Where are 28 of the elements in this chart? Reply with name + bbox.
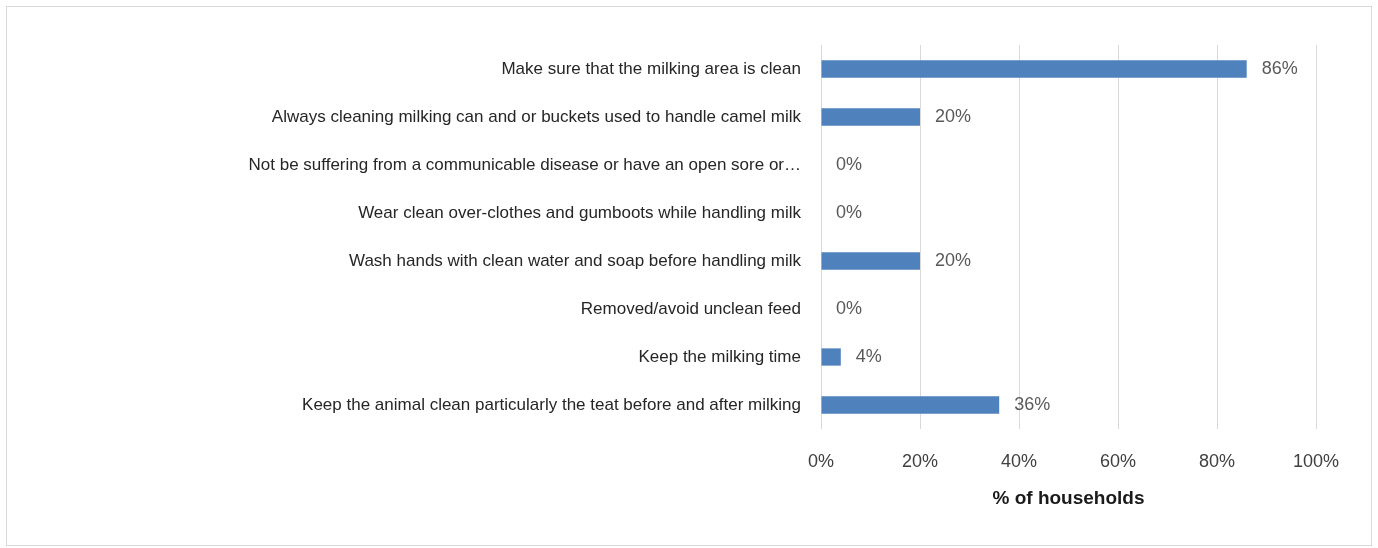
data-label: 0% <box>836 297 863 318</box>
bar <box>821 108 920 126</box>
data-label: 20% <box>935 249 972 270</box>
y-tick-label: Make sure that the milking area is clean <box>501 58 801 78</box>
bar <box>821 252 920 270</box>
y-tick-label: Wash hands with clean water and soap before handling milk <box>348 250 802 270</box>
x-tick-label: 100% <box>1292 450 1340 471</box>
data-label: 36% <box>1014 393 1051 414</box>
x-tick-label: 80% <box>1198 450 1236 471</box>
x-axis-title: % of households <box>992 486 1145 508</box>
data-label: 86% <box>1261 57 1298 78</box>
data-label: 0% <box>836 201 863 222</box>
y-tick-label: Not be suffering from a communicable disease or have an open sore or… <box>248 154 801 174</box>
y-tick-label: Always cleaning milking can and or buckets used to handle camel milk <box>271 106 802 126</box>
bar <box>821 348 841 366</box>
y-tick-label: Removed/avoid unclean feed <box>580 298 801 318</box>
data-label: 4% <box>855 345 882 366</box>
x-tick-label: 40% <box>1000 450 1038 471</box>
x-tick-label: 0% <box>807 450 835 471</box>
data-label: 0% <box>836 153 863 174</box>
y-tick-label: Keep the animal clean particularly the teat before and after milking <box>302 394 801 414</box>
data-label: 20% <box>935 105 972 126</box>
y-tick-label: Wear clean over-clothes and gumboots while handling milk <box>358 202 802 222</box>
x-tick-label: 60% <box>1099 450 1137 471</box>
bar <box>821 396 1000 414</box>
y-tick-label: Keep the milking time <box>638 346 801 366</box>
x-tick-label: 20% <box>901 450 939 471</box>
bar <box>821 60 1247 78</box>
